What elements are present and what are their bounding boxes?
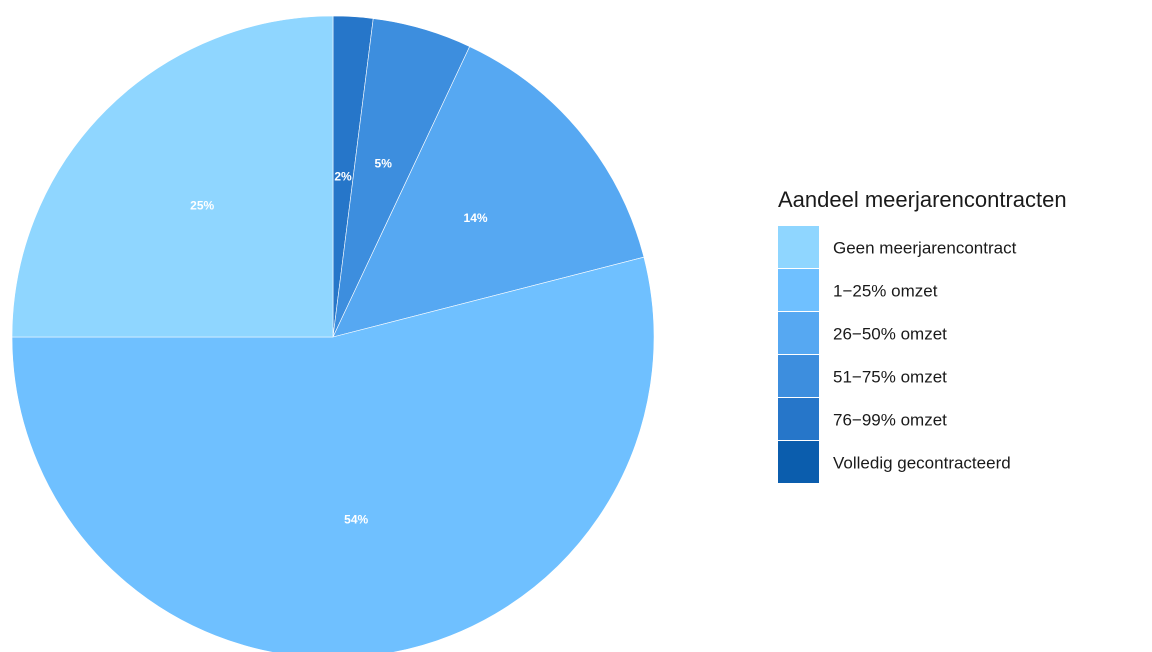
pie-slices: [11, 15, 655, 652]
legend-label: Geen meerjarencontract: [833, 239, 1017, 258]
legend-swatch: [778, 226, 819, 268]
legend-label: 1−25% omzet: [833, 282, 938, 301]
legend-label: Volledig gecontracteerd: [833, 454, 1011, 473]
pie-slice-label: 2%: [334, 169, 352, 183]
pie-slice-label: 25%: [190, 198, 214, 212]
legend-label: 76−99% omzet: [833, 411, 947, 430]
legend-swatch: [778, 441, 819, 483]
legend-swatch: [778, 398, 819, 440]
legend-title: Aandeel meerjarencontracten: [778, 187, 1067, 212]
pie-slice-1: [11, 15, 334, 338]
legend-swatch: [778, 312, 819, 354]
pie-slice-label: 5%: [375, 156, 393, 170]
pie-slice-label: 14%: [464, 211, 488, 225]
legend-items: Geen meerjarencontract 1−25% omzet 26−50% …: [778, 226, 1017, 483]
pie-slice-label: 54%: [344, 513, 368, 527]
pie-slice-2: [11, 256, 655, 652]
legend: Aandeel meerjarencontracten Geen meerjar…: [778, 187, 1067, 483]
pie-slice-3: [332, 46, 645, 338]
pie-slice-labels: 2% 5% 14% 54% 25%: [190, 156, 488, 526]
legend-swatch: [778, 355, 819, 397]
legend-swatch: [778, 269, 819, 311]
legend-label: 26−50% omzet: [833, 325, 947, 344]
legend-label: 51−75% omzet: [833, 368, 947, 387]
